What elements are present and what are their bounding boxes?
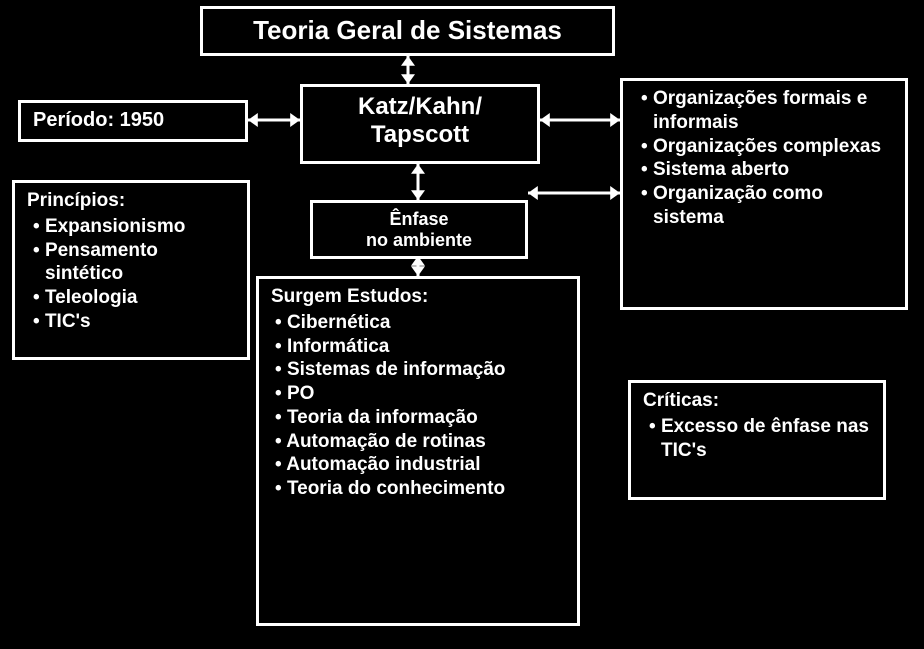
list-item: Cibernética (271, 311, 565, 335)
emphasis-box: Ênfase no ambiente (310, 200, 528, 259)
period-box: Período: 1950 (18, 100, 248, 142)
list-item: Expansionismo (27, 215, 235, 239)
emphasis-line1: Ênfase (325, 209, 513, 230)
critics-box: Críticas: Excesso de ênfase nas TIC's (628, 380, 886, 500)
principles-box: Princípios: Expansionismo Pensamento sin… (12, 180, 250, 360)
list-item: PO (271, 382, 565, 406)
list-item: Teleologia (27, 286, 235, 310)
list-item: Teoria da informação (271, 406, 565, 430)
list-item: Organizações complexas (635, 135, 893, 159)
list-item: Automação de rotinas (271, 430, 565, 454)
list-item: Organizações formais e informais (635, 87, 893, 135)
principles-header: Princípios: (27, 189, 235, 213)
principles-list: Expansionismo Pensamento sintético Teleo… (27, 215, 235, 334)
list-item: TIC's (27, 310, 235, 334)
center-line2: Tapscott (315, 121, 525, 149)
title-text: Teoria Geral de Sistemas (253, 15, 562, 45)
orgs-list: Organizações formais e informais Organiz… (635, 87, 893, 230)
list-item: Pensamento sintético (27, 239, 235, 287)
list-item: Automação industrial (271, 453, 565, 477)
critics-list: Excesso de ênfase nas TIC's (643, 415, 871, 463)
list-item: Excesso de ênfase nas TIC's (643, 415, 871, 463)
list-item: Teoria do conhecimento (271, 477, 565, 501)
critics-header: Críticas: (643, 389, 871, 413)
center-line1: Katz/Kahn/ (315, 93, 525, 121)
center-box: Katz/Kahn/ Tapscott (300, 84, 540, 164)
list-item: Sistemas de informação (271, 358, 565, 382)
list-item: Organização como sistema (635, 182, 893, 230)
orgs-box: Organizações formais e informais Organiz… (620, 78, 908, 310)
studies-box: Surgem Estudos: Cibernética Informática … (256, 276, 580, 626)
emphasis-line2: no ambiente (325, 230, 513, 251)
studies-list: Cibernética Informática Sistemas de info… (271, 311, 565, 501)
list-item: Informática (271, 335, 565, 359)
title-box: Teoria Geral de Sistemas (200, 6, 615, 56)
list-item: Sistema aberto (635, 158, 893, 182)
studies-header: Surgem Estudos: (271, 285, 565, 309)
period-text: Período: 1950 (33, 109, 164, 131)
